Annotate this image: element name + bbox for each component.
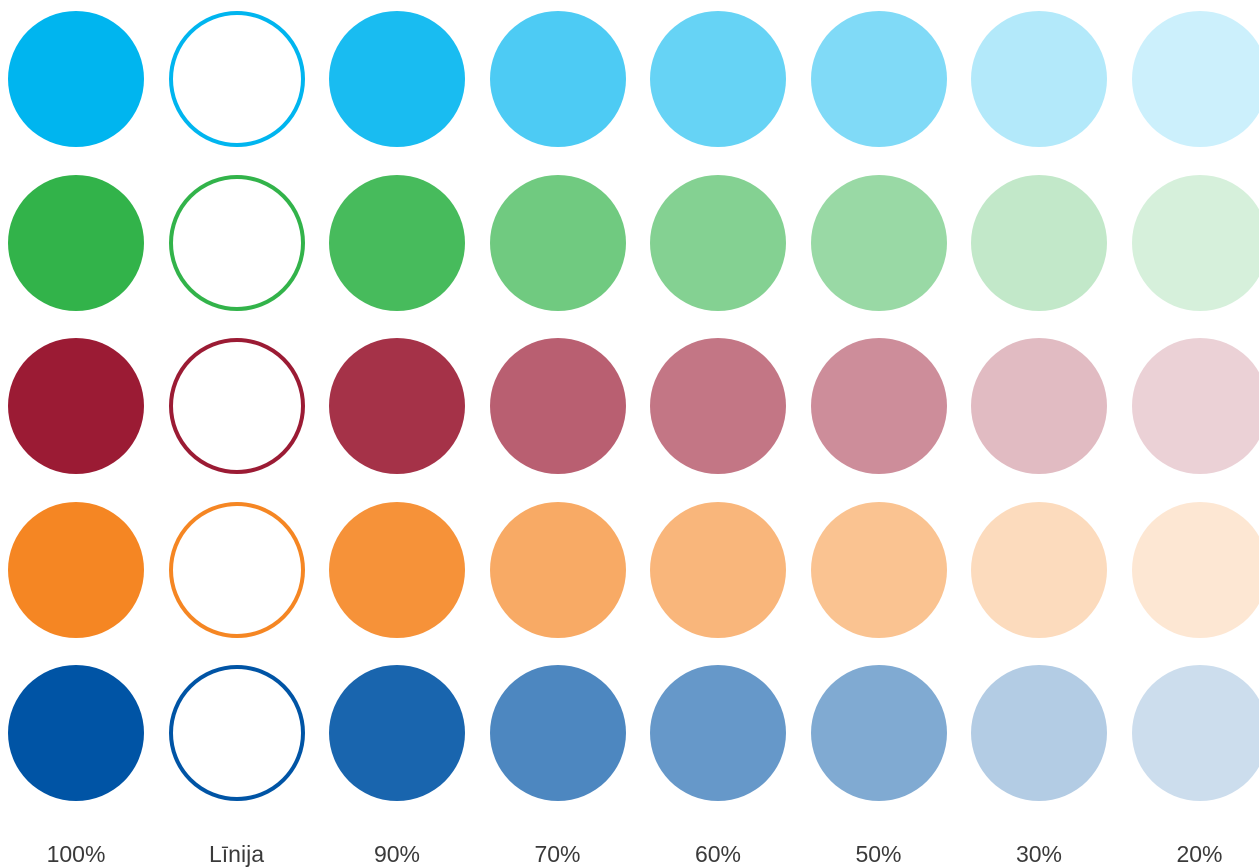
swatch-blue-1 xyxy=(169,665,305,801)
swatch-crimson-4 xyxy=(650,338,786,474)
swatch-crimson-6 xyxy=(971,338,1107,474)
swatch-orange-0 xyxy=(8,502,144,638)
swatch-crimson-1 xyxy=(169,338,305,474)
label-100-percent: 100% xyxy=(0,840,156,868)
swatch-orange-3 xyxy=(490,502,626,638)
swatch-blue-2 xyxy=(329,665,465,801)
swatch-blue-3 xyxy=(490,665,626,801)
swatch-green-7 xyxy=(1132,175,1259,311)
swatch-cyan-0 xyxy=(8,11,144,147)
swatch-green-0 xyxy=(8,175,144,311)
label-30-percent: 30% xyxy=(959,840,1119,868)
swatch-blue-7 xyxy=(1132,665,1259,801)
swatch-orange-6 xyxy=(971,502,1107,638)
swatch-crimson-3 xyxy=(490,338,626,474)
swatch-green-1 xyxy=(169,175,305,311)
swatch-green-4 xyxy=(650,175,786,311)
swatch-cyan-5 xyxy=(811,11,947,147)
swatch-crimson-5 xyxy=(811,338,947,474)
swatch-cyan-3 xyxy=(490,11,626,147)
label-50-percent: 50% xyxy=(799,840,959,868)
swatch-green-5 xyxy=(811,175,947,311)
swatch-green-2 xyxy=(329,175,465,311)
label-70-percent: 70% xyxy=(478,840,638,868)
label-90-percent: 90% xyxy=(317,840,477,868)
swatch-cyan-6 xyxy=(971,11,1107,147)
swatch-orange-1 xyxy=(169,502,305,638)
label-60-percent: 60% xyxy=(638,840,798,868)
swatch-green-3 xyxy=(490,175,626,311)
swatch-blue-5 xyxy=(811,665,947,801)
swatch-cyan-4 xyxy=(650,11,786,147)
swatch-blue-0 xyxy=(8,665,144,801)
swatch-cyan-1 xyxy=(169,11,305,147)
swatch-crimson-0 xyxy=(8,338,144,474)
swatch-orange-5 xyxy=(811,502,947,638)
swatch-orange-7 xyxy=(1132,502,1259,638)
swatch-cyan-2 xyxy=(329,11,465,147)
swatch-orange-4 xyxy=(650,502,786,638)
swatch-orange-2 xyxy=(329,502,465,638)
swatch-blue-6 xyxy=(971,665,1107,801)
swatch-green-6 xyxy=(971,175,1107,311)
label-linija: Līnija xyxy=(157,840,317,868)
swatch-blue-4 xyxy=(650,665,786,801)
swatch-crimson-2 xyxy=(329,338,465,474)
swatch-cyan-7 xyxy=(1132,11,1259,147)
swatch-crimson-7 xyxy=(1132,338,1259,474)
label-20-percent: 20% xyxy=(1120,840,1259,868)
